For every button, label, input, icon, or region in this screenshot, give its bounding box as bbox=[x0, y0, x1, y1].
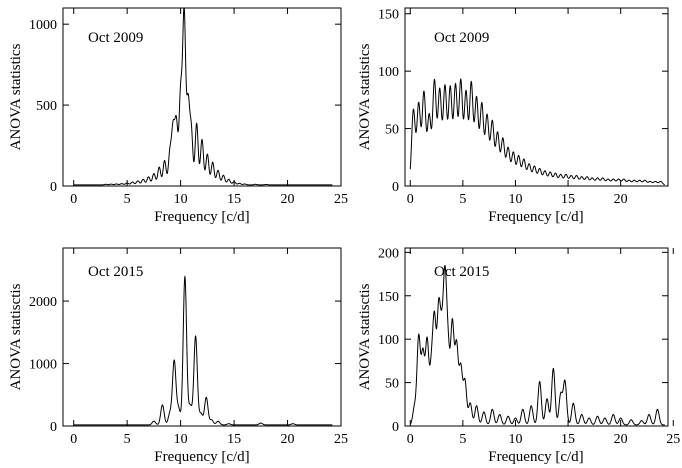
x-tick-label: 20 bbox=[281, 192, 295, 207]
y-tick-label: 1000 bbox=[29, 18, 57, 33]
panel-oct2015-zoom: Oct 2015 Frequency [c/d] ANOVA statiscti… bbox=[357, 246, 680, 465]
series-line bbox=[73, 275, 333, 426]
series-line bbox=[73, 7, 333, 186]
x-tick-label: 0 bbox=[70, 192, 77, 207]
y-tick-label: 100 bbox=[378, 65, 399, 80]
x-tick-label: 15 bbox=[561, 432, 575, 447]
x-tick-label: 10 bbox=[508, 192, 522, 207]
x-tick-label: 20 bbox=[614, 432, 628, 447]
plot-frame bbox=[404, 7, 669, 187]
x-tick-label: 0 bbox=[407, 432, 414, 447]
x-axis-label: Frequency [c/d] bbox=[154, 449, 249, 465]
y-tick-label: 0 bbox=[50, 180, 57, 195]
x-tick-label: 5 bbox=[459, 192, 466, 207]
panel-label: Oct 2015 bbox=[434, 264, 489, 280]
x-tick-label: 5 bbox=[124, 192, 131, 207]
panel-oct2009-zoom: Oct 2009 Frequency [c/d] ANOVA statistic… bbox=[357, 7, 669, 225]
x-tick-label: 20 bbox=[614, 192, 628, 207]
series-line bbox=[409, 78, 665, 186]
x-tick-label: 25 bbox=[334, 192, 348, 207]
y-tick-label: 50 bbox=[385, 123, 399, 138]
plot-frame bbox=[62, 7, 342, 187]
y-tick-label: 500 bbox=[36, 99, 57, 114]
x-tick-label: 0 bbox=[407, 192, 414, 207]
y-axis-label: ANOVA statistics bbox=[357, 43, 373, 150]
y-axis-label: ANOVA statistics bbox=[8, 43, 24, 150]
x-tick-label: 10 bbox=[174, 432, 188, 447]
x-axis-label: Frequency [c/d] bbox=[488, 449, 583, 465]
x-tick-label: 10 bbox=[174, 192, 188, 207]
x-tick-label: 15 bbox=[227, 192, 241, 207]
panel-label: Oct 2009 bbox=[88, 30, 143, 46]
y-tick-label: 200 bbox=[378, 246, 399, 261]
y-tick-label: 1000 bbox=[29, 358, 57, 373]
x-tick-label: 5 bbox=[124, 432, 131, 447]
panel-label: Oct 2015 bbox=[88, 264, 143, 280]
x-axis-label: Frequency [c/d] bbox=[154, 209, 249, 225]
plot-frame bbox=[404, 247, 669, 427]
plot-frame bbox=[62, 247, 342, 427]
x-tick-label: 25 bbox=[334, 432, 348, 447]
y-tick-label: 0 bbox=[392, 420, 399, 435]
panel-oct2009-full: Oct 2009 Frequency [c/d] ANOVA statistic… bbox=[8, 7, 348, 225]
y-tick-label: 150 bbox=[378, 290, 399, 305]
y-tick-label: 50 bbox=[385, 377, 399, 392]
y-tick-label: 2000 bbox=[29, 295, 57, 310]
x-tick-label: 0 bbox=[70, 432, 77, 447]
y-axis-label: ANOVA statisctis bbox=[357, 283, 373, 390]
x-tick-label: 25 bbox=[666, 432, 680, 447]
x-tick-label: 15 bbox=[227, 432, 241, 447]
y-tick-label: 150 bbox=[378, 8, 399, 23]
x-tick-label: 5 bbox=[459, 432, 466, 447]
y-tick-label: 0 bbox=[392, 180, 399, 195]
x-tick-label: 15 bbox=[561, 192, 575, 207]
panel-label: Oct 2009 bbox=[434, 30, 489, 46]
y-axis-label: ANOVA statisctis bbox=[8, 283, 24, 390]
y-tick-label: 0 bbox=[50, 420, 57, 435]
x-axis-label: Frequency [c/d] bbox=[488, 209, 583, 225]
panel-oct2015-full: Oct 2015 Frequency [c/d] ANOVA statiscti… bbox=[8, 247, 348, 465]
y-tick-label: 100 bbox=[378, 333, 399, 348]
x-tick-label: 20 bbox=[281, 432, 295, 447]
series-line bbox=[409, 264, 665, 426]
x-tick-label: 10 bbox=[508, 432, 522, 447]
